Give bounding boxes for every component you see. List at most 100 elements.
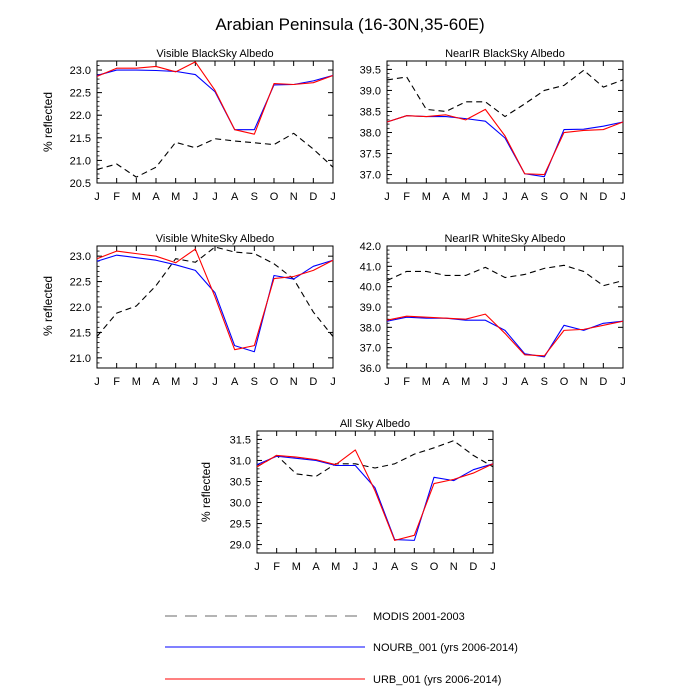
x-tick-label: N: [580, 191, 588, 203]
y-tick-label: 39.5: [360, 64, 381, 76]
x-tick-label: A: [521, 376, 529, 388]
series-line-modis: [386, 69, 624, 118]
y-tick-label: 38.5: [360, 106, 381, 118]
y-tick-label: 21.0: [70, 353, 91, 365]
x-tick-label: J: [620, 376, 626, 388]
panel-nearir-blacksky: NearIR BlackSky Albedo J F M A M J J A S O N D J37.0…: [360, 48, 626, 203]
y-tick-label: 31.5: [230, 434, 251, 446]
x-tick-label: J: [193, 376, 199, 388]
x-tick-label: S: [411, 561, 418, 573]
y-tick-label: 37.5: [360, 149, 381, 161]
panel-title: NearIR WhiteSky Albedo: [444, 233, 565, 245]
y-tick-label: 22.5: [70, 88, 91, 100]
series-line-modis: [96, 246, 334, 337]
series-line-urb: [386, 313, 624, 357]
x-tick-label: A: [312, 561, 320, 573]
x-tick-label: M: [171, 191, 180, 203]
legend-entry-urb: URB_001 (yrs 2006-2014): [165, 674, 501, 686]
series-line-urb: [96, 248, 334, 351]
figure-title: Arabian Peninsula (16-30N,35-60E): [215, 15, 484, 34]
plot-frame: [96, 60, 334, 184]
y-tick-label: 41.0: [360, 261, 381, 273]
plot-area: J F M A M J J A S O N D J37.037.538.038.539.039.5: [360, 60, 626, 203]
x-tick-label: D: [309, 191, 317, 203]
x-tick-label: J: [212, 191, 218, 203]
x-tick-label: F: [403, 376, 410, 388]
legend-label-nourb: NOURB_001 (yrs 2006-2014): [373, 642, 518, 654]
x-tick-label: M: [461, 376, 470, 388]
x-tick-label: M: [422, 376, 431, 388]
x-tick-label: D: [599, 191, 607, 203]
x-tick-label: J: [483, 376, 489, 388]
x-tick-label: S: [541, 191, 548, 203]
x-tick-label: M: [171, 376, 180, 388]
y-tick-label: 36.0: [360, 363, 381, 375]
series-line-nourb: [256, 455, 494, 541]
series-line-modis: [96, 132, 334, 178]
x-tick-label: D: [469, 561, 477, 573]
x-tick-label: M: [292, 561, 301, 573]
x-tick-label: J: [490, 561, 496, 573]
legend-label-modis: MODIS 2001-2003: [373, 611, 465, 623]
x-tick-label: O: [560, 376, 569, 388]
plot-area: J F M A M J J A S O N D J29.029.530.030.531.031.5: [230, 430, 496, 573]
series-line-modis: [256, 440, 494, 477]
y-tick-label: 37.0: [360, 170, 381, 182]
y-tick-label: 22.5: [70, 277, 91, 289]
y-tick-label: 29.0: [230, 540, 251, 552]
plot-frame: [96, 245, 334, 369]
y-tick-label: 38.0: [360, 322, 381, 334]
x-tick-label: J: [193, 191, 199, 203]
x-tick-label: A: [521, 191, 529, 203]
x-tick-label: O: [270, 376, 279, 388]
x-tick-label: J: [502, 191, 508, 203]
x-tick-label: F: [273, 561, 280, 573]
x-tick-label: S: [251, 376, 258, 388]
plot-area: J F M A M J J A S O N D J36.037.038.039.040.041.042.…: [360, 241, 626, 388]
x-tick-label: A: [152, 191, 160, 203]
x-tick-label: F: [403, 191, 410, 203]
x-tick-label: O: [430, 561, 439, 573]
x-tick-label: M: [132, 376, 141, 388]
x-tick-label: S: [251, 191, 258, 203]
x-tick-label: J: [483, 191, 489, 203]
x-tick-label: N: [450, 561, 458, 573]
y-axis-label: % reflected: [41, 276, 55, 336]
series-line-nourb: [96, 69, 334, 131]
y-tick-label: 21.5: [70, 327, 91, 339]
x-tick-label: O: [270, 191, 279, 203]
x-tick-label: J: [372, 561, 378, 573]
y-tick-label: 23.0: [70, 65, 91, 77]
series-line-nourb: [386, 316, 624, 358]
y-tick-label: 42.0: [360, 241, 381, 253]
x-tick-label: J: [94, 376, 100, 388]
y-axis-label: % reflected: [199, 462, 213, 522]
y-tick-label: 21.0: [70, 155, 91, 167]
x-tick-label: J: [502, 376, 508, 388]
series-line-nourb: [386, 115, 624, 178]
series-line-modis: [386, 264, 624, 287]
y-tick-label: 37.0: [360, 343, 381, 355]
series-line-urb: [96, 61, 334, 135]
x-tick-label: J: [353, 561, 359, 573]
y-tick-label: 40.0: [360, 282, 381, 294]
x-tick-label: S: [541, 376, 548, 388]
panel-title: NearIR BlackSky Albedo: [445, 48, 565, 60]
plot-area: J F M A M J J A S O N D J20.521.021.522.022.523.0: [70, 60, 336, 203]
y-tick-label: 22.0: [70, 302, 91, 314]
y-tick-label: 39.0: [360, 302, 381, 314]
panel-title: All Sky Albedo: [340, 418, 410, 430]
y-tick-label: 23.0: [70, 251, 91, 263]
x-tick-label: J: [620, 191, 626, 203]
x-tick-label: N: [290, 191, 298, 203]
y-tick-label: 22.0: [70, 110, 91, 122]
plot-frame: [386, 245, 624, 369]
x-tick-label: D: [599, 376, 607, 388]
x-tick-label: J: [94, 191, 100, 203]
y-tick-label: 30.5: [230, 476, 251, 488]
y-tick-label: 21.5: [70, 133, 91, 145]
x-tick-label: M: [132, 191, 141, 203]
